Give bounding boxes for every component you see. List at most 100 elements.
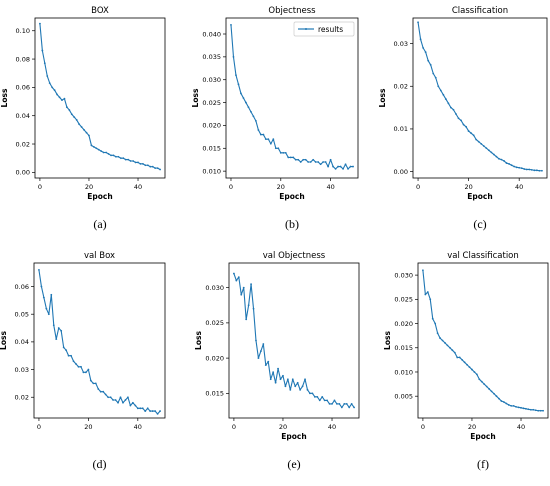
data-point [119, 157, 122, 160]
data-point [328, 403, 331, 405]
data-point [493, 153, 495, 156]
data-point [294, 385, 297, 388]
data-point [269, 378, 272, 381]
data-point [493, 392, 495, 395]
data-point [427, 59, 430, 62]
data-point [242, 97, 245, 99]
data-point [73, 116, 76, 119]
plot-frame [228, 262, 360, 419]
data-point [254, 119, 257, 122]
data-point [350, 403, 353, 405]
data-point [272, 371, 275, 374]
panel-caption: (f) [477, 457, 489, 471]
data-point [314, 161, 317, 163]
data-point [338, 403, 341, 405]
chart-panel-4: val Box 0 20 40 0.02 0.03 0.04 0.05 0.06 Loss (d) [0, 251, 166, 471]
data-point [304, 378, 306, 381]
data-point [434, 322, 437, 325]
data-point [274, 147, 277, 150]
data-point [78, 123, 81, 126]
x-tick-label: 40 [134, 423, 142, 431]
data-point [327, 165, 330, 168]
y-tick-label: 0.030 [205, 284, 224, 292]
data-point [48, 82, 51, 85]
data-point [144, 410, 147, 412]
data-point [329, 158, 332, 161]
data-point [85, 131, 88, 134]
data-point [538, 169, 541, 172]
y-tick-label: 0.03 [15, 366, 29, 374]
data-point [490, 390, 493, 393]
data-point [245, 318, 248, 321]
y-axis-label: Loss [0, 331, 8, 350]
data-point [534, 409, 537, 412]
data-point [252, 307, 255, 310]
data-point [446, 344, 449, 347]
data-point [467, 130, 470, 132]
data-point [429, 64, 432, 66]
data-point [431, 317, 434, 320]
chart-title: Classification [452, 6, 508, 16]
legend-box [293, 21, 355, 37]
y-tick-label: 0.02 [394, 83, 408, 91]
panel-caption: (c) [473, 217, 486, 231]
data-point [289, 156, 292, 159]
data-point [70, 113, 73, 116]
data-point [294, 158, 297, 161]
data-point [344, 163, 347, 166]
data-point [279, 378, 282, 381]
y-tick-label: 0.010 [394, 368, 413, 376]
x-tick-label: 0 [38, 183, 42, 191]
data-point [510, 404, 513, 407]
data-point [541, 169, 543, 172]
data-point [475, 373, 478, 376]
data-point [134, 161, 137, 164]
data-point [490, 151, 493, 154]
data-point [436, 332, 439, 335]
data-point [55, 338, 58, 341]
data-point [448, 346, 451, 349]
data-point [461, 358, 464, 361]
data-point [444, 98, 447, 100]
data-point [508, 163, 510, 165]
data-point [292, 156, 295, 159]
data-point [527, 408, 530, 411]
data-point [259, 133, 262, 136]
data-point [347, 167, 349, 170]
data-point [245, 101, 247, 104]
data-point [462, 123, 465, 126]
y-axis-label: Loss [194, 331, 203, 350]
x-tick-label: 20 [468, 423, 476, 431]
data-point [339, 165, 342, 168]
data-point [38, 269, 40, 271]
data-point [455, 113, 457, 115]
data-point [230, 23, 232, 26]
data-point [90, 144, 93, 147]
y-tick-label: 0.015 [394, 344, 413, 352]
data-point [137, 161, 139, 164]
data-point [432, 72, 435, 75]
x-tick-label: 40 [328, 423, 336, 431]
data-point [102, 390, 105, 393]
data-point [321, 395, 324, 398]
data-point [340, 406, 343, 409]
data-point [422, 269, 424, 272]
data-point [42, 296, 45, 299]
data-point [63, 97, 66, 100]
y-tick-label: 0.00 [16, 169, 30, 177]
y-tick-label: 0.015 [202, 145, 221, 153]
data-point [110, 154, 112, 157]
data-point [311, 392, 314, 395]
data-point [517, 406, 520, 409]
data-point [136, 407, 139, 410]
data-point [264, 364, 267, 367]
data-point [89, 379, 92, 382]
y-tick-label: 0.015 [205, 390, 224, 398]
data-point [434, 76, 437, 79]
data-point [463, 361, 466, 364]
data-point [460, 119, 462, 122]
data-point [237, 83, 240, 86]
data-point [282, 151, 285, 154]
data-point [322, 161, 325, 163]
data-point [537, 409, 540, 412]
